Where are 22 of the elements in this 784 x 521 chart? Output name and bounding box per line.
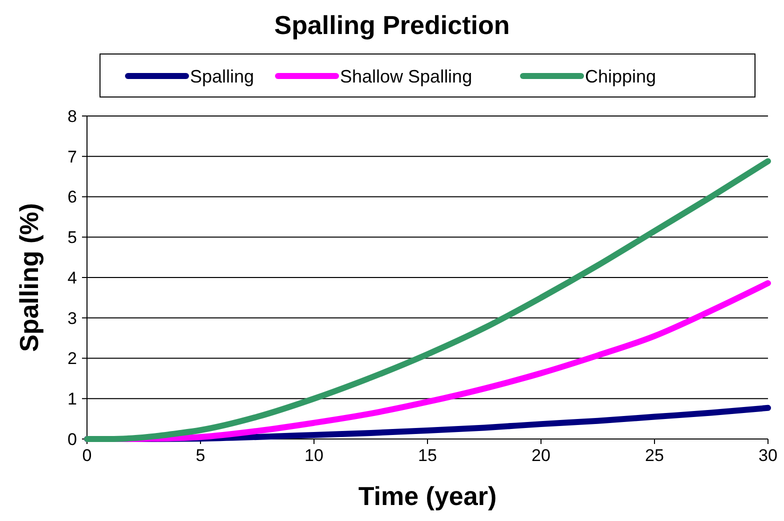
x-tick-label: 15 xyxy=(418,446,437,465)
chart-title: Spalling Prediction xyxy=(274,10,510,40)
legend-label: Chipping xyxy=(585,66,656,86)
y-tick-label: 7 xyxy=(68,147,77,166)
y-axis-title: Spalling (%) xyxy=(14,203,44,352)
y-tick-label: 6 xyxy=(68,188,77,207)
y-tick-label: 5 xyxy=(68,228,77,248)
y-tick-label: 0 xyxy=(68,430,77,449)
x-tick-label: 10 xyxy=(304,446,324,465)
x-tick-label: 30 xyxy=(758,446,778,465)
y-tick-label: 2 xyxy=(68,349,77,368)
x-tick-label: 20 xyxy=(532,446,550,465)
y-tick-label: 1 xyxy=(68,390,77,409)
y-tick-label: 3 xyxy=(68,308,77,328)
legend-label: Spalling xyxy=(190,66,254,86)
x-tick-label: 25 xyxy=(645,446,664,465)
x-axis-title: Time (year) xyxy=(358,481,497,511)
y-tick-label: 8 xyxy=(68,106,77,126)
y-tick-label: 4 xyxy=(68,268,77,288)
x-tick-label: 5 xyxy=(196,446,206,465)
legend-label: Shallow Spalling xyxy=(340,66,472,86)
x-tick-label: 0 xyxy=(82,446,92,465)
